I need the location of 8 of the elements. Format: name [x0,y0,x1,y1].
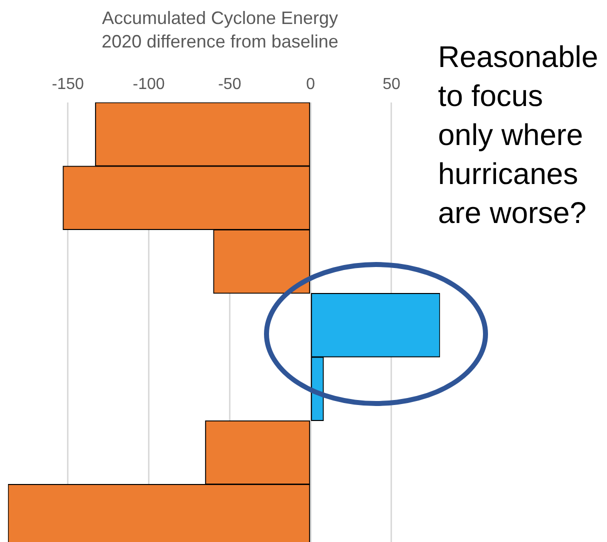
chart-title: Accumulated Cyclone Energy [102,8,338,28]
x-tick-label: -50 [218,76,242,94]
x-tick-label: 50 [382,76,400,94]
x-tick-label: -150 [52,76,84,94]
annotation: Reasonable to focus only where hurricanes are worse? [438,40,600,232]
chart-subtitle: 2020 difference from baseline [102,31,338,52]
x-tick-label: -100 [132,76,165,94]
x-tick-label: 0 [306,76,316,94]
